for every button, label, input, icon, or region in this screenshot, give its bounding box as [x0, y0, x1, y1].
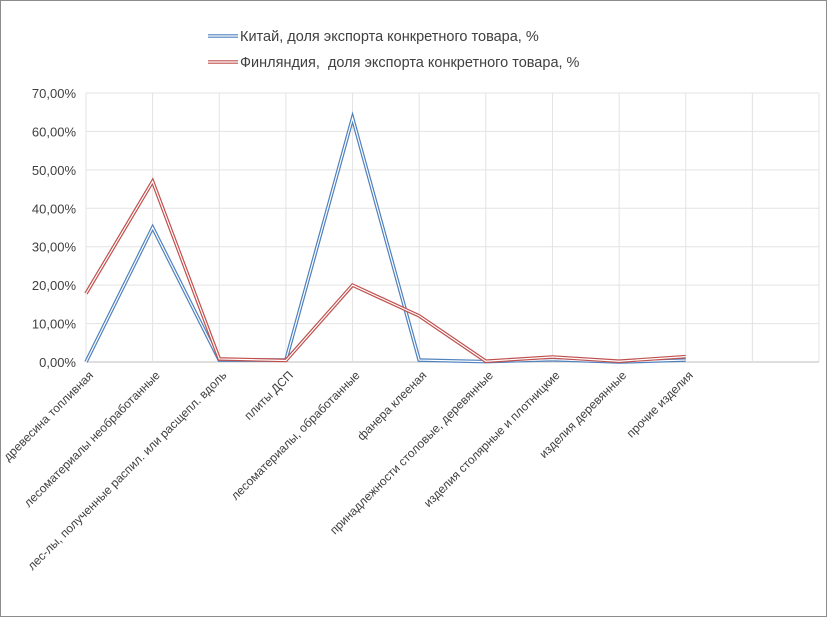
y-tick-label: 40,00% [32, 201, 77, 216]
y-tick-label: 50,00% [32, 163, 77, 178]
legend-label-0: Китай, доля экспорта конкретного товара,… [240, 29, 539, 45]
x-tick-label: фанера клееная [354, 368, 429, 443]
y-tick-label: 60,00% [32, 124, 77, 139]
y-tick-label: 30,00% [32, 240, 77, 255]
gridlines [86, 93, 819, 362]
y-tick-label: 20,00% [32, 278, 77, 293]
x-tick-label: плиты ДСП [242, 368, 297, 423]
y-axis: 0,00% 10,00% 20,00% 30,00% 40,00% 50,00% 60,00… [32, 86, 77, 370]
y-tick-label: 70,00% [32, 86, 77, 101]
x-tick-label: лесоматериалы, обработанные [228, 368, 363, 503]
legend: Китай, доля экспорта конкретного товара,… [208, 29, 580, 71]
y-tick-label: 0,00% [39, 355, 76, 370]
x-tick-label: изделия столярные и плотницкие [421, 368, 563, 510]
legend-label-1: Финляндия, доля экспорта конкретного тов… [240, 55, 580, 71]
x-tick-label: прочие изделия [624, 368, 696, 440]
x-tick-label: лесоматериалы необработанные [21, 368, 163, 510]
series-lines [86, 118, 686, 362]
y-tick-label: 10,00% [32, 317, 77, 332]
